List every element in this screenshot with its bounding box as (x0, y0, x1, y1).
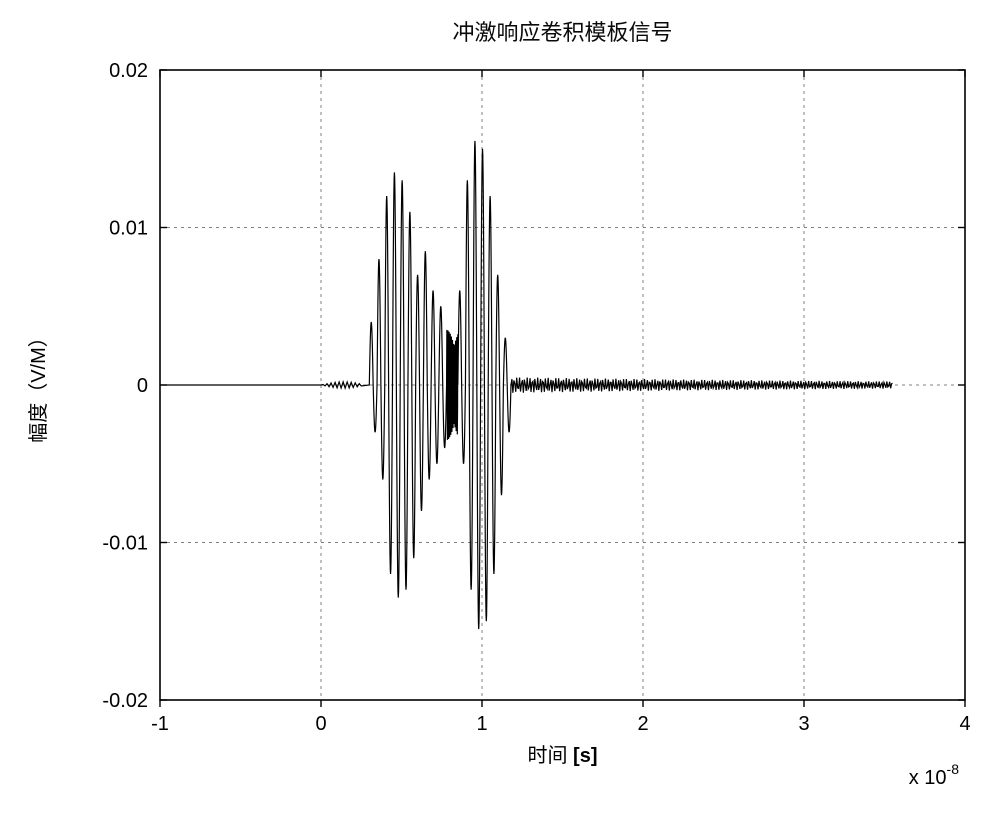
x-exponent-label: x 10-8 (909, 761, 959, 789)
chart-svg: -1 0 1 2 3 4 -0.02 -0.01 0 0.01 0.02 冲激响应卷积模板信号时间 [… (0, 0, 1000, 826)
x-tick-label: -1 (151, 713, 169, 735)
x-tick-label: 4 (959, 713, 970, 735)
y-tick-label: -0.01 (102, 533, 148, 555)
chart-title: 冲激响应卷积模板信号 (452, 20, 672, 45)
y-tick-label: 0.01 (109, 218, 148, 240)
chart-container: -1 0 1 2 3 4 -0.02 -0.01 0 0.01 0.02 冲激响应卷积模板信号时间 [… (0, 0, 1000, 826)
x-tick-label: 2 (637, 713, 648, 735)
x-tick-label: 3 (798, 713, 809, 735)
x-tick-label: 0 (315, 713, 326, 735)
y-tick-label: 0.02 (109, 60, 148, 82)
y-axis-label: 幅度（V/M） (27, 327, 50, 443)
y-tick-label: -0.02 (102, 690, 148, 712)
x-tick-label: 1 (476, 713, 487, 735)
y-tick-label: 0 (137, 375, 148, 397)
x-axis-label: 时间 [s] (527, 744, 597, 767)
